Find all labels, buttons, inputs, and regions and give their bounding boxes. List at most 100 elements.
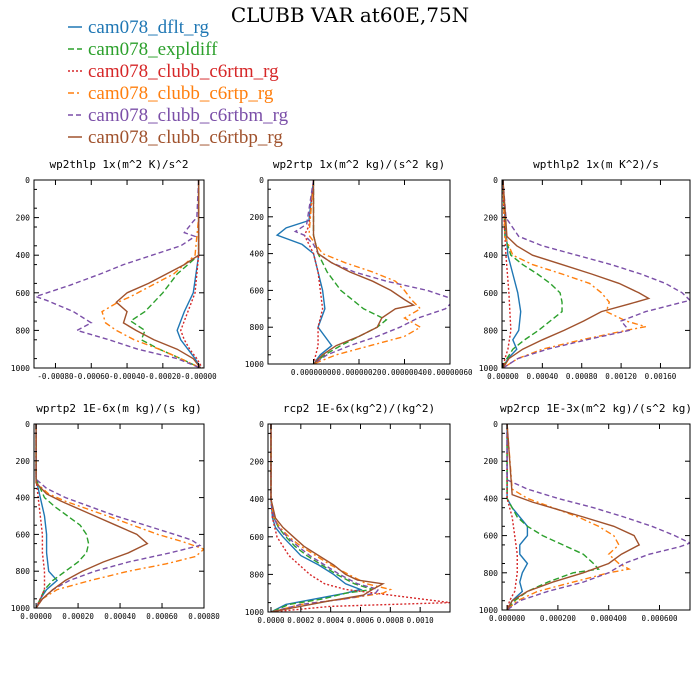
series-line [506,424,690,610]
plot-frame [501,179,691,369]
legend-label: cam078_clubb_c6rtbm_rg [88,105,289,126]
y-tick-label: 400 [484,494,499,503]
x-tick-label: 0.00000 [20,612,52,621]
y-tick-label: 1000 [479,364,498,373]
panel: wp2thlp 1x(m^2 K)/s^2 0 200 400 600 800 1000 -0… [11,158,217,381]
y-tick-label: 200 [16,457,31,466]
x-tick-label: 0.00080 [188,612,220,621]
plot-frame [33,423,205,609]
y-tick-label: 1000 [479,606,498,615]
series-line [35,424,204,608]
panel: wp2rcp 1E-3x(m^2 kg)/(s^2 kg)0 200 400 600 8… [479,402,692,623]
x-tick-label: 0.000600 [641,614,678,623]
series-group [275,180,450,364]
panel: wp2rtp 1x(m^2 kg)/(s^2 kg) 0 200 400 600 800 1… [245,158,473,377]
series-line [34,180,201,368]
panel: rcp2 1E-6x(kg^2)/(kg^2) 0 200 400 600 800 1000… [245,402,451,625]
series-line [506,424,632,610]
legend-label: cam078_clubb_c6rtm_rg [88,61,279,82]
legend: cam078_dflt_rgcam078_expldiffcam078_club… [68,17,289,148]
y-tick-label: 0 [493,176,498,185]
panel-title: wp2rcp 1E-3x(m^2 kg)/(s^2 kg) [500,402,692,415]
series-group [502,180,690,368]
y-tick-label: 800 [484,326,499,335]
series-line [502,180,651,368]
series-line [506,424,518,610]
x-tick-label: 0.00020 [62,612,94,621]
y-tick-label: 600 [250,286,265,295]
x-tick-label: -0.00040 [109,372,146,381]
series-line [270,424,373,612]
y-tick-label: 200 [250,458,265,467]
y-tick-label: 600 [16,530,31,539]
y-tick-label: 200 [484,457,499,466]
panel-grid: wp2thlp 1x(m^2 K)/s^2 0 200 400 600 800 1000 -0… [11,158,692,625]
series-line [101,180,201,368]
legend-item: cam078_expldiff [68,39,218,60]
panel: wpthlp2 1x(m K^2)/s 0 200 400 600 800 1000 0.00… [479,158,691,381]
y-tick-label: 600 [484,532,499,541]
y-tick-label: 400 [484,251,499,260]
x-tick-label: -0.00020 [145,372,182,381]
legend-item: cam078_clubb_c6rtbm_rg [68,105,289,126]
panel-title: wprtp2 1E-6x(m kg)/(s kg) [36,402,202,415]
series-line [303,180,324,364]
panel-title: wpthlp2 1x(m K^2)/s [533,158,659,171]
y-tick-label: 600 [484,289,499,298]
plot-frame [267,423,451,613]
y-tick-label: 0 [25,420,30,429]
y-tick-label: 200 [250,213,265,222]
y-tick-label: 0 [259,420,264,429]
y-tick-label: 0 [25,176,30,185]
series-line [115,180,201,368]
legend-label: cam078_dflt_rg [88,17,210,38]
x-tick-label: 0.00000040 [382,368,428,377]
x-tick-label: 0.0000 [257,616,285,625]
y-tick-label: 0 [259,176,264,185]
series-group [35,424,204,608]
y-tick-label: 800 [16,326,31,335]
y-tick-label: 800 [250,323,265,332]
y-tick-label: 800 [484,569,499,578]
panel-title: rcp2 1E-6x(kg^2)/(kg^2) [283,402,435,415]
x-tick-label: 0.00160 [645,372,677,381]
series-line [308,180,422,364]
legend-label: cam078_clubb_c6rtbp_rg [88,127,283,148]
legend-item: cam078_clubb_c6rtbp_rg [68,127,283,148]
y-tick-label: 600 [16,289,31,298]
series-line [502,180,563,368]
x-tick-label: -0.00080 [37,372,74,381]
series-line [35,424,59,608]
series-line [35,424,46,608]
series-line [502,180,512,368]
series-line [270,424,386,612]
series-line [312,180,416,364]
x-tick-label: -0.00000 [181,372,218,381]
panel-title: wp2rtp 1x(m^2 kg)/(s^2 kg) [273,158,445,171]
y-tick-label: 1000 [245,360,264,369]
y-tick-label: 800 [16,567,31,576]
x-tick-label: 0.0002 [287,616,314,625]
legend-label: cam078_clubb_c6rtp_rg [88,83,274,104]
panel: wprtp2 1E-6x(m kg)/(s kg) 0 200 400 600 800 10… [11,402,221,621]
x-tick-label: 0.00000000 [291,368,337,377]
x-tick-label: 0.00060 [146,612,178,621]
series-line [270,424,363,612]
x-tick-label: 0.000400 [591,614,628,623]
legend-item: cam078_clubb_c6rtm_rg [68,61,279,82]
series-group [506,424,690,610]
x-tick-label: 0.00040 [527,372,559,381]
x-tick-label: 0.00080 [566,372,598,381]
series-line [312,180,388,364]
plot-frame [33,179,205,369]
x-tick-label: 0.0010 [407,616,435,625]
series-line [506,424,641,610]
figure-title: CLUBB VAR at60E,75N [231,3,469,27]
y-tick-label: 1000 [11,604,30,613]
y-tick-label: 200 [484,214,499,223]
y-tick-label: 400 [16,251,31,260]
panel-title: wp2thlp 1x(m^2 K)/s^2 [49,158,188,171]
y-tick-label: 400 [16,494,31,503]
series-group [270,424,450,612]
